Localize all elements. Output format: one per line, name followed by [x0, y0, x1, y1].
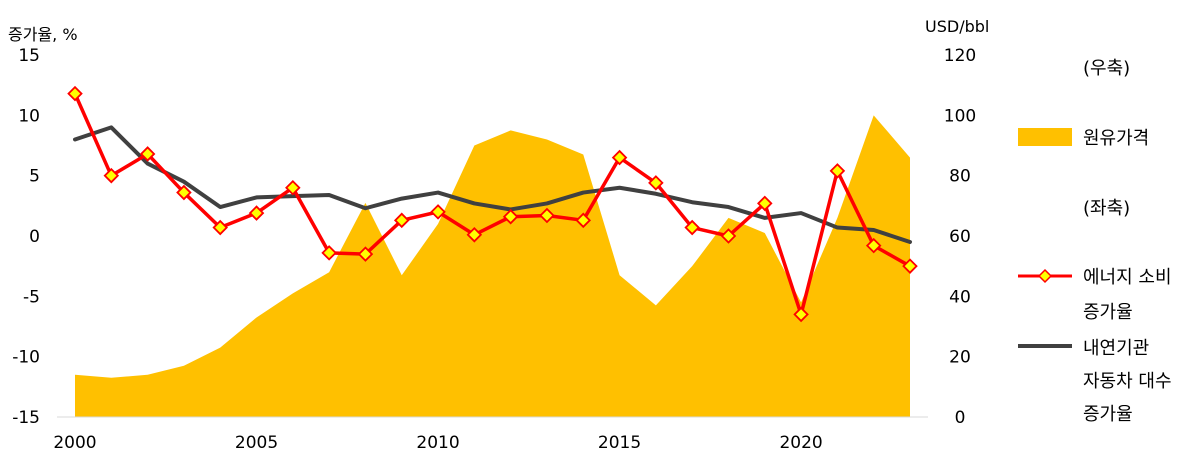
left-tick-5: 5	[29, 167, 40, 187]
left-tick-15: 15	[18, 46, 40, 66]
left-tick-10: 10	[18, 106, 40, 126]
oil-price-area	[75, 115, 910, 417]
left-tick--10: -10	[12, 348, 40, 368]
energy-marker-2008	[357, 246, 374, 262]
energy-marker-2004	[212, 219, 228, 236]
energy-marker-2015	[611, 149, 628, 166]
legend: (우축) 원유가격 (좌축) 에너지 소비 증가율 내연기관 자동차 대수 증가…	[1018, 58, 1172, 425]
energy-marker-2020	[793, 306, 809, 323]
energy-marker-2017	[684, 219, 700, 236]
energy-marker-2013	[539, 207, 555, 224]
right-tick-120: 120	[944, 46, 976, 66]
left-axis-label: 증가율, %	[8, 25, 78, 44]
energy-marker-2000	[67, 85, 83, 102]
energy-marker-2023	[902, 258, 918, 274]
x-tick-2015: 2015	[598, 433, 641, 453]
energy-marker-2009	[393, 212, 410, 229]
x-tick-2010: 2010	[416, 433, 459, 453]
energy-marker-2003	[176, 184, 192, 201]
legend-vehicle-label-line1: 내연기관	[1083, 338, 1149, 359]
right-tick-80: 80	[949, 167, 971, 187]
energy-marker-2007	[321, 245, 337, 261]
x-tick-2005: 2005	[235, 433, 278, 453]
energy-marker-2018	[720, 228, 737, 244]
energy-marker-2014	[575, 212, 592, 229]
right-tick-60: 60	[949, 227, 971, 247]
legend-vehicle-label-line2: 자동차 대수	[1083, 371, 1172, 392]
legend-energy-label-line1: 에너지 소비	[1083, 267, 1172, 288]
x-tick-2020: 2020	[779, 433, 822, 453]
right-tick-20: 20	[949, 348, 971, 368]
right-tick-100: 100	[944, 106, 976, 126]
energy-marker-2005	[248, 205, 265, 221]
energy-marker-2006	[285, 179, 301, 196]
energy-marker-2002	[139, 146, 156, 162]
right-axis-label: USD/bbl	[925, 17, 989, 36]
energy-marker-2010	[430, 204, 446, 220]
energy-marker-2021	[829, 163, 846, 179]
x-tick-2000: 2000	[53, 433, 96, 453]
energy-consumption-line	[73, 91, 912, 317]
left-tick--5: -5	[23, 287, 40, 307]
legend-oil-price-swatch	[1018, 128, 1072, 146]
left-tick--15: -15	[12, 408, 40, 428]
energy-marker-2022	[865, 237, 882, 254]
legend-right-axis-note: (우축)	[1083, 58, 1130, 79]
right-tick-40: 40	[949, 287, 971, 307]
legend-oil-price-label: 원유가격	[1083, 128, 1149, 149]
energy-marker-2011	[466, 227, 483, 243]
energy-marker-2012	[502, 208, 519, 225]
energy-marker-2001	[103, 167, 120, 184]
legend-energy-marker-icon	[1037, 268, 1053, 284]
energy-marker-2016	[648, 175, 664, 191]
left-tick-0: 0	[29, 227, 40, 247]
energy-marker-2019	[757, 195, 773, 212]
right-tick-0: 0	[955, 408, 966, 428]
legend-energy-label-line2: 증가율	[1083, 302, 1133, 323]
legend-left-axis-note: (좌축)	[1083, 198, 1130, 219]
legend-vehicle-label-line3: 증가율	[1083, 404, 1133, 425]
